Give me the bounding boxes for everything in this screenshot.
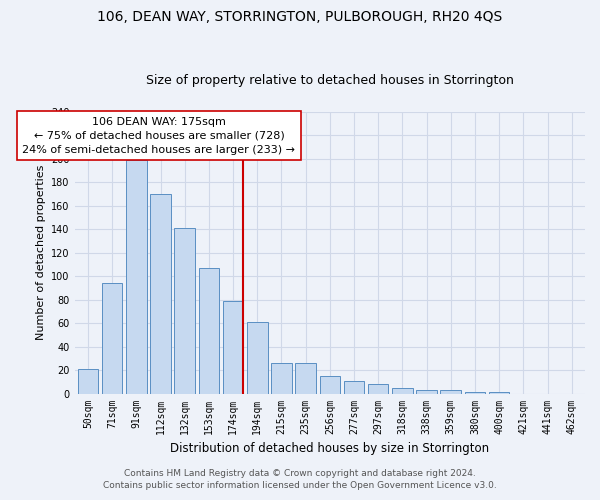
Bar	[102, 283, 122, 394]
Bar	[464, 392, 485, 394]
X-axis label: Distribution of detached houses by size in Storrington: Distribution of detached houses by size …	[170, 442, 490, 455]
Bar	[368, 384, 388, 394]
Text: 106, DEAN WAY, STORRINGTON, PULBOROUGH, RH20 4QS: 106, DEAN WAY, STORRINGTON, PULBOROUGH, …	[97, 10, 503, 24]
Bar	[271, 363, 292, 394]
Bar	[489, 392, 509, 394]
Bar	[150, 194, 171, 394]
Bar	[175, 228, 195, 394]
Bar	[126, 160, 146, 394]
Bar	[416, 390, 437, 394]
Text: Contains HM Land Registry data © Crown copyright and database right 2024.
Contai: Contains HM Land Registry data © Crown c…	[103, 468, 497, 490]
Bar	[295, 363, 316, 394]
Text: 106 DEAN WAY: 175sqm
← 75% of detached houses are smaller (728)
24% of semi-deta: 106 DEAN WAY: 175sqm ← 75% of detached h…	[22, 117, 295, 155]
Bar	[320, 376, 340, 394]
Bar	[247, 322, 268, 394]
Bar	[392, 388, 413, 394]
Bar	[77, 369, 98, 394]
Title: Size of property relative to detached houses in Storrington: Size of property relative to detached ho…	[146, 74, 514, 87]
Bar	[344, 380, 364, 394]
Y-axis label: Number of detached properties: Number of detached properties	[35, 165, 46, 340]
Bar	[199, 268, 219, 394]
Bar	[440, 390, 461, 394]
Bar	[223, 301, 244, 394]
